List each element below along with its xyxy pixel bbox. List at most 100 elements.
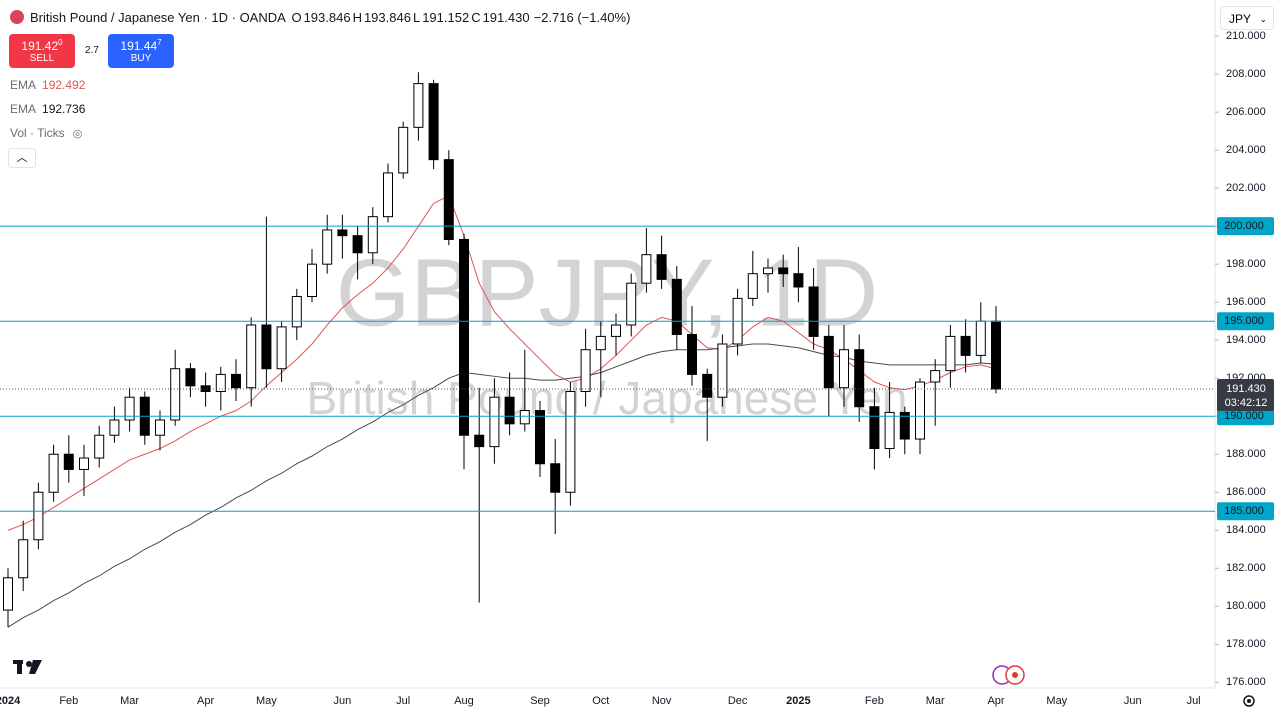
candle-body [550, 463, 561, 493]
x-tick-label: Jun [1124, 695, 1142, 707]
sell-label: SELL [29, 53, 55, 64]
candle-body [307, 263, 317, 297]
candle-body [899, 411, 910, 440]
candle-body [869, 406, 880, 450]
candle-body [383, 172, 393, 218]
candle-body [702, 373, 713, 398]
candle-body [687, 333, 697, 375]
candle-body [671, 278, 682, 335]
y-tick-label: 196.000 [1226, 296, 1266, 308]
indicator-value: 192.736 [42, 102, 86, 116]
ohlc-value: 191.152 [422, 10, 470, 25]
settings-icon[interactable] [1243, 695, 1255, 707]
y-tick-label: 194.000 [1226, 334, 1266, 346]
candle-body [763, 267, 773, 275]
indicator[interactable]: Vol · Ticks ◎ [10, 126, 82, 140]
currency-select[interactable]: JPY ⌄ [1220, 6, 1274, 30]
sell-button[interactable]: 191.420 SELL [9, 34, 75, 68]
x-tick-label: Apr [987, 695, 1004, 707]
candle-body [960, 335, 971, 356]
buy-label: BUY [130, 53, 152, 64]
candle-body [504, 396, 515, 425]
candle-body [854, 349, 865, 408]
candle-body [626, 282, 637, 326]
candle-body [94, 434, 105, 459]
hline-label-bg [1217, 502, 1274, 521]
indicator-name: EMA [10, 78, 37, 92]
candle-body [474, 434, 485, 448]
currency: JPY [1229, 12, 1252, 26]
watermark-symbol: GBPJPY, 1D [336, 239, 878, 346]
ohlc: O 193.846 H 193.846 L 191.152 C 191.430 [291, 10, 531, 25]
legend-header: British Pound / Japanese Yen · 1D · OAND… [10, 10, 632, 25]
candle-body [580, 349, 591, 393]
y-tick-label: 202.000 [1226, 182, 1266, 194]
candle-body [337, 229, 348, 237]
candle-body [322, 229, 333, 265]
indicator-value: 192.492 [42, 78, 86, 92]
candle-body [656, 254, 667, 280]
candle-body [413, 83, 424, 128]
candle-body [717, 343, 728, 398]
candle-body [884, 411, 895, 450]
x-tick-label: Apr [197, 695, 214, 707]
candle-body [930, 370, 941, 383]
indicator[interactable]: EMA 192.492 [10, 78, 85, 92]
y-tick-label: 186.000 [1226, 486, 1266, 498]
x-tick-label: 2024 [0, 695, 21, 707]
candle-body [823, 335, 834, 389]
x-tick-label: Jul [1187, 695, 1201, 707]
hidden-eye-icon[interactable]: ◎ [72, 128, 83, 140]
hline-label-bg [1217, 407, 1274, 426]
y-tick-label: 184.000 [1226, 524, 1266, 536]
y-tick-label: 198.000 [1226, 258, 1266, 270]
candle-body [975, 320, 986, 356]
collapse-button[interactable]: ︿ [8, 148, 36, 168]
buy-button[interactable]: 191.447 BUY [108, 34, 174, 68]
candle-body [398, 126, 409, 174]
candle-body [945, 335, 956, 372]
candles [3, 72, 1001, 628]
candle-body [124, 396, 135, 421]
candle-body [915, 381, 925, 440]
candle-body [215, 373, 226, 393]
candle-body [109, 419, 120, 436]
candle-body [459, 238, 469, 436]
events-icon[interactable] [992, 665, 1025, 685]
candle-body [170, 368, 181, 421]
sell-price: 191.42 [21, 39, 59, 53]
x-tick-label: Jul [396, 695, 410, 707]
y-tick-label: 204.000 [1226, 144, 1266, 156]
x-tick-label: Feb [865, 695, 884, 707]
y-tick-label: 210.000 [1226, 30, 1266, 42]
y-tick-label: 188.000 [1226, 448, 1266, 460]
x-tick-label: Nov [652, 695, 672, 707]
symbol-title: British Pound / Japanese Yen · 1D · OAND… [30, 10, 286, 25]
y-tick-label: 182.000 [1226, 562, 1266, 574]
x-tick-label: Oct [592, 695, 609, 707]
x-tick-label: May [256, 695, 277, 707]
candle-body [641, 254, 652, 284]
indicator-name: EMA [10, 102, 37, 116]
candle-body [155, 419, 165, 436]
buy-price: 191.44 [120, 39, 158, 53]
candle-body [352, 235, 363, 254]
candle-body [519, 410, 530, 425]
indicator[interactable]: EMA 192.736 [10, 102, 85, 116]
candle-body [747, 273, 758, 299]
ohlc-key: H [352, 10, 362, 25]
buy-sup: 7 [157, 38, 162, 47]
x-tick-label: 2025 [786, 695, 810, 707]
spread: 2.7 [85, 45, 99, 56]
candle-body [793, 273, 804, 288]
candle-body [48, 453, 59, 493]
y-tick-label: 180.000 [1226, 600, 1266, 612]
ohlc-key: L [412, 10, 421, 25]
candle-body [291, 295, 302, 328]
candle-body [231, 373, 241, 389]
candle-body [489, 396, 500, 448]
candle-body [200, 385, 211, 393]
last-price-bg [1217, 379, 1274, 412]
